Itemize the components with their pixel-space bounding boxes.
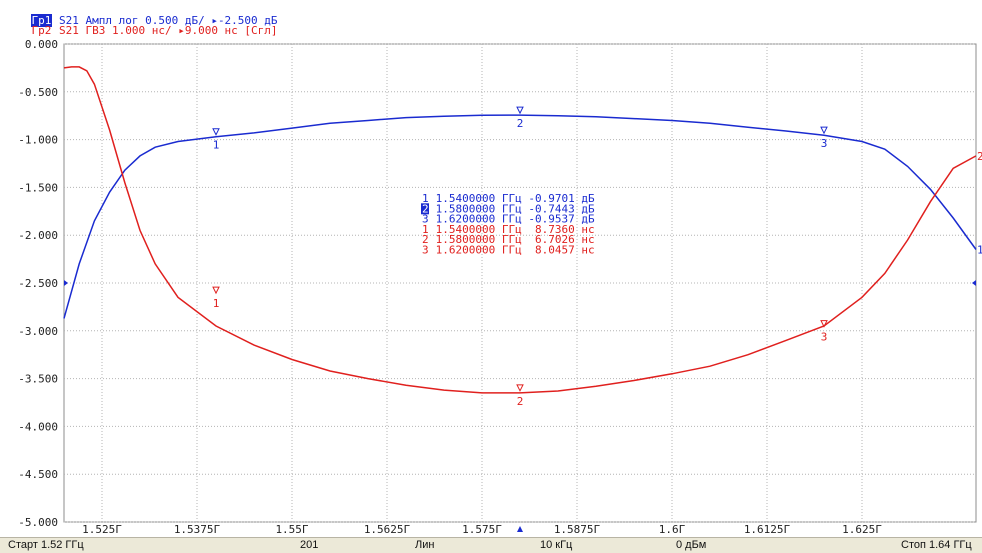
marker-table-row: 1.6200000 ГГц -0.9537 дБ [429, 213, 595, 226]
reference-arrow-right-icon [972, 280, 976, 286]
marker-symbol-icon [820, 126, 828, 135]
start-frequency[interactable]: Старт 1.52 ГГц [8, 539, 84, 551]
series-line-2 [63, 66, 977, 394]
x-tick-label: 1.5375Г [174, 523, 221, 536]
power-level[interactable]: 0 дБм [676, 539, 707, 551]
marker-symbol-icon [212, 286, 220, 295]
marker-table-row: 1.5400000 ГГц 8.7360 нс [429, 223, 595, 236]
y-tick-label: -2.000 [18, 229, 58, 242]
marker-symbol-icon [516, 106, 524, 115]
x-tick-label: 1.55Г [275, 523, 308, 536]
y-tick-label: -3.000 [18, 325, 58, 338]
marker-table-number: 1 [422, 223, 429, 236]
marker-label: 1 [213, 297, 220, 310]
point-count[interactable]: 201 [300, 539, 319, 551]
marker-label: 3 [821, 137, 828, 150]
x-tick-label: 1.525Г [82, 523, 122, 536]
series-line-1 [63, 114, 977, 319]
x-tick-label: 1.5875Г [554, 523, 601, 536]
y-tick-label: -3.500 [18, 373, 58, 386]
y-tick-label: -4.500 [18, 468, 58, 481]
marker-table-number: 3 [422, 244, 429, 257]
marker-table-row: 1.5800000 ГГц 6.7026 нс [429, 233, 595, 246]
x-tick-label: 1.5625Г [364, 523, 411, 536]
marker-symbol-icon [212, 128, 220, 136]
y-tick-label: 0.000 [25, 38, 58, 51]
marker-label: 1 [213, 139, 220, 152]
stop-frequency[interactable]: Стоп 1.64 ГГц [901, 539, 972, 551]
reference-arrow-left-icon [64, 280, 68, 286]
marker-table-number: 2 [422, 202, 429, 215]
y-tick-label: -1.000 [18, 134, 58, 147]
marker-table-row: 1.5400000 ГГц -0.9701 дБ [429, 192, 595, 205]
y-tick-label: -4.000 [18, 420, 58, 433]
status-bar: Старт 1.52 ГГц 201 Лин 10 кГц 0 дБм Стоп… [0, 537, 982, 553]
marker-table-row: 1.5800000 ГГц -0.7443 дБ [429, 202, 595, 215]
chart-area[interactable]: 0.000 -0.500 -1.000 -1.500 -2.000 -2.500 -3.00… [0, 0, 982, 537]
marker-label: 2 [517, 117, 524, 130]
trace1-tag[interactable]: Гр1 [30, 14, 53, 27]
x-tick-label: 1.575Г [462, 523, 502, 536]
trace-end-label: 2 [977, 150, 982, 163]
marker-table-row: 1.6200000 ГГц 8.0457 нс [429, 244, 595, 257]
x-tick-label: 1.6Г [659, 523, 686, 536]
y-tick-label: -1.500 [18, 181, 58, 194]
trace2-settings: S21 ГВЗ 1.000 нс/ ▸9.000 нс [Сгл] [52, 24, 278, 37]
trace2-tag[interactable]: Гр2 [31, 24, 52, 37]
y-tick-label: -5.000 [18, 516, 58, 529]
x-tick-label: 1.625Г [842, 523, 882, 536]
trace-header: Гр1 S21 Ампл лог 0.500 дБ/ ▸-2.500 дБ Гр… [0, 0, 982, 37]
sweep-type[interactable]: Лин [415, 539, 435, 551]
marker-symbol-icon [516, 384, 524, 392]
if-bandwidth[interactable]: 10 кГц [540, 539, 573, 551]
trace-end-label: 1 [977, 244, 982, 257]
trace2-header[interactable]: Гр2 S21 ГВЗ 1.000 нс/ ▸9.000 нс [Сгл] [4, 13, 278, 49]
y-tick-label: -2.500 [18, 277, 58, 290]
x-tick-label: 1.6125Г [744, 523, 791, 536]
y-tick-label: -0.500 [18, 86, 58, 99]
trace1-header[interactable]: Гр1 S21 Ампл лог 0.500 дБ/ ▸-2.500 дБ [4, 3, 278, 39]
marker-label: 2 [517, 395, 524, 408]
active-marker-indicator-icon [517, 526, 523, 532]
marker-table-number: 1 [422, 192, 429, 205]
marker-table-number: 2 [422, 233, 429, 246]
active-marker-highlight [421, 203, 429, 215]
marker-symbol-icon [820, 320, 828, 328]
marker-label: 3 [821, 331, 828, 344]
marker-table-number: 3 [422, 213, 429, 226]
trace1-settings: S21 Ампл лог 0.500 дБ/ ▸-2.500 дБ [52, 14, 278, 27]
